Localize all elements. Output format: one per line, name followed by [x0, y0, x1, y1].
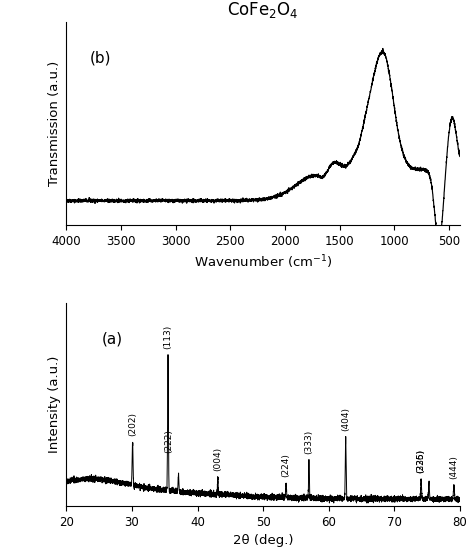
Text: (404): (404)	[341, 406, 350, 430]
Text: (004): (004)	[213, 446, 222, 471]
Text: (333): (333)	[304, 429, 313, 454]
Y-axis label: Transmission (a.u.): Transmission (a.u.)	[48, 61, 61, 186]
Text: (b): (b)	[90, 51, 111, 66]
X-axis label: Wavenumber (cm$^{-1}$): Wavenumber (cm$^{-1}$)	[194, 254, 332, 271]
Text: (224): (224)	[282, 453, 291, 477]
Text: (444): (444)	[449, 455, 458, 479]
Text: (335): (335)	[417, 449, 426, 473]
Y-axis label: Intensity (a.u.): Intensity (a.u.)	[48, 356, 61, 453]
Text: (a): (a)	[102, 331, 123, 346]
Text: (113): (113)	[164, 325, 173, 349]
Text: (226): (226)	[417, 449, 426, 473]
Text: (202): (202)	[128, 413, 137, 436]
Text: (222): (222)	[164, 430, 173, 454]
Title: CoFe$_2$O$_4$: CoFe$_2$O$_4$	[227, 1, 299, 21]
X-axis label: 2θ (deg.): 2θ (deg.)	[233, 534, 293, 547]
